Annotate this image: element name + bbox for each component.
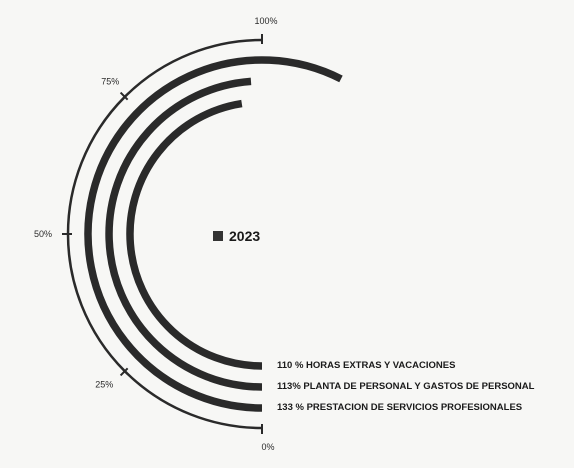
scale-tick-label-4: 100%	[254, 16, 277, 26]
scale-tick-label-1: 25%	[95, 380, 113, 390]
legend: 2023	[213, 228, 260, 244]
bar-label-0: 133 % PRESTACION DE SERVICIOS PROFESIONA…	[277, 402, 522, 413]
scale-tick-3	[119, 91, 129, 101]
scale-arc-group: 0% 25% 50% 75% 100%	[34, 16, 278, 452]
bar-1	[105, 77, 263, 391]
bar-label-1: 113% PLANTA DE PERSONAL Y GASTOS DE PERS…	[277, 381, 535, 392]
scale-tick-label-0: 0%	[261, 442, 274, 452]
legend-label: 2023	[229, 228, 260, 244]
scale-tick-1	[119, 367, 129, 377]
bar-2	[126, 99, 263, 370]
bar-labels-group: 133 % PRESTACION DE SERVICIOS PROFESIONA…	[277, 360, 535, 413]
scale-tick-label-2: 50%	[34, 229, 52, 239]
bar-0	[84, 56, 343, 412]
legend-swatch	[213, 231, 223, 241]
scale-tick-label-3: 75%	[101, 76, 119, 86]
bars-group	[84, 56, 343, 412]
bar-label-2: 110 % HORAS EXTRAS Y VACACIONES	[277, 360, 455, 371]
